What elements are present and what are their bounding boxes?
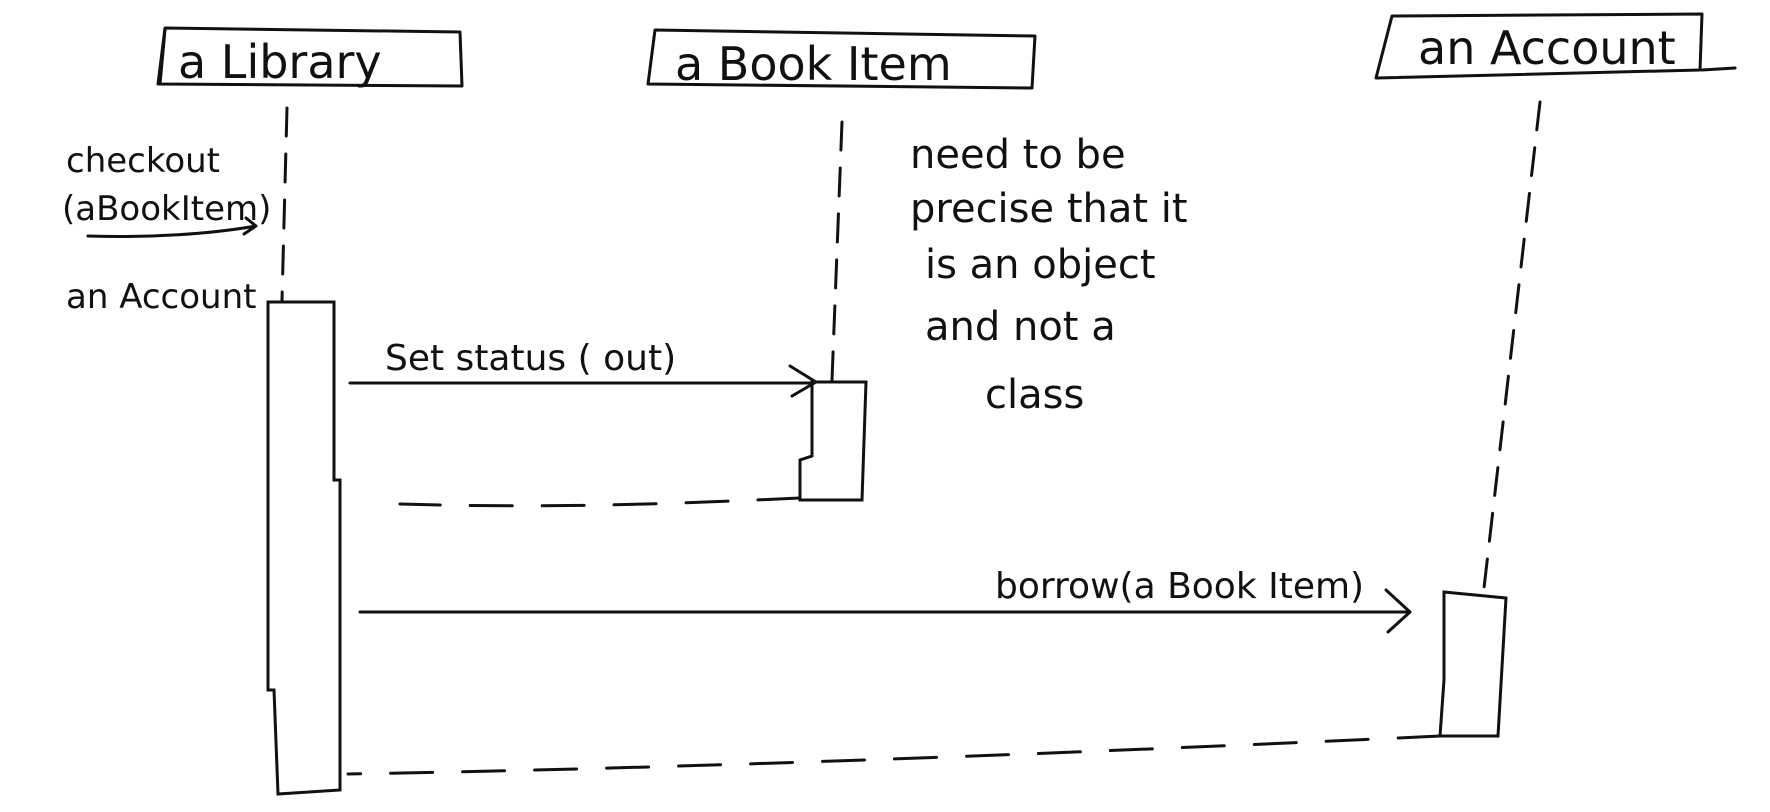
message-borrow-label: borrow(a Book Item) (995, 566, 1364, 607)
incoming-message-args: (aBookItem) (62, 189, 271, 229)
message-borrow: borrow(a Book Item) (360, 566, 1410, 632)
return-borrow (348, 736, 1440, 774)
note-line: precise that it (910, 186, 1188, 232)
note-line: is an object (925, 242, 1156, 288)
lifeline-book-item (832, 122, 842, 380)
note-line: class (985, 372, 1084, 418)
caller-label: an Account (66, 277, 256, 317)
return-set-status (400, 498, 800, 506)
participant-library: a Library (158, 28, 462, 89)
lifeline-account (1484, 102, 1540, 588)
participant-library-label: a Library (178, 35, 382, 89)
note-line: and not a (925, 304, 1116, 350)
incoming-message: checkout (aBookItem) (62, 141, 271, 237)
participant-book-item: a Book Item (648, 30, 1035, 91)
participant-account-label: an Account (1418, 21, 1676, 75)
message-set-status-label: Set status ( out) (385, 338, 676, 379)
note-line: need to be (910, 132, 1126, 178)
activation-book-item (800, 382, 866, 500)
incoming-message-name: checkout (66, 141, 220, 181)
message-set-status: Set status ( out) (350, 338, 816, 396)
participant-account: an Account (1376, 14, 1735, 78)
lifeline-library (282, 108, 287, 300)
activation-library (268, 302, 340, 794)
participant-book-item-label: a Book Item (675, 37, 952, 91)
annotation-note: need to be precise that it is an object … (910, 132, 1188, 418)
activation-account (1440, 592, 1506, 736)
